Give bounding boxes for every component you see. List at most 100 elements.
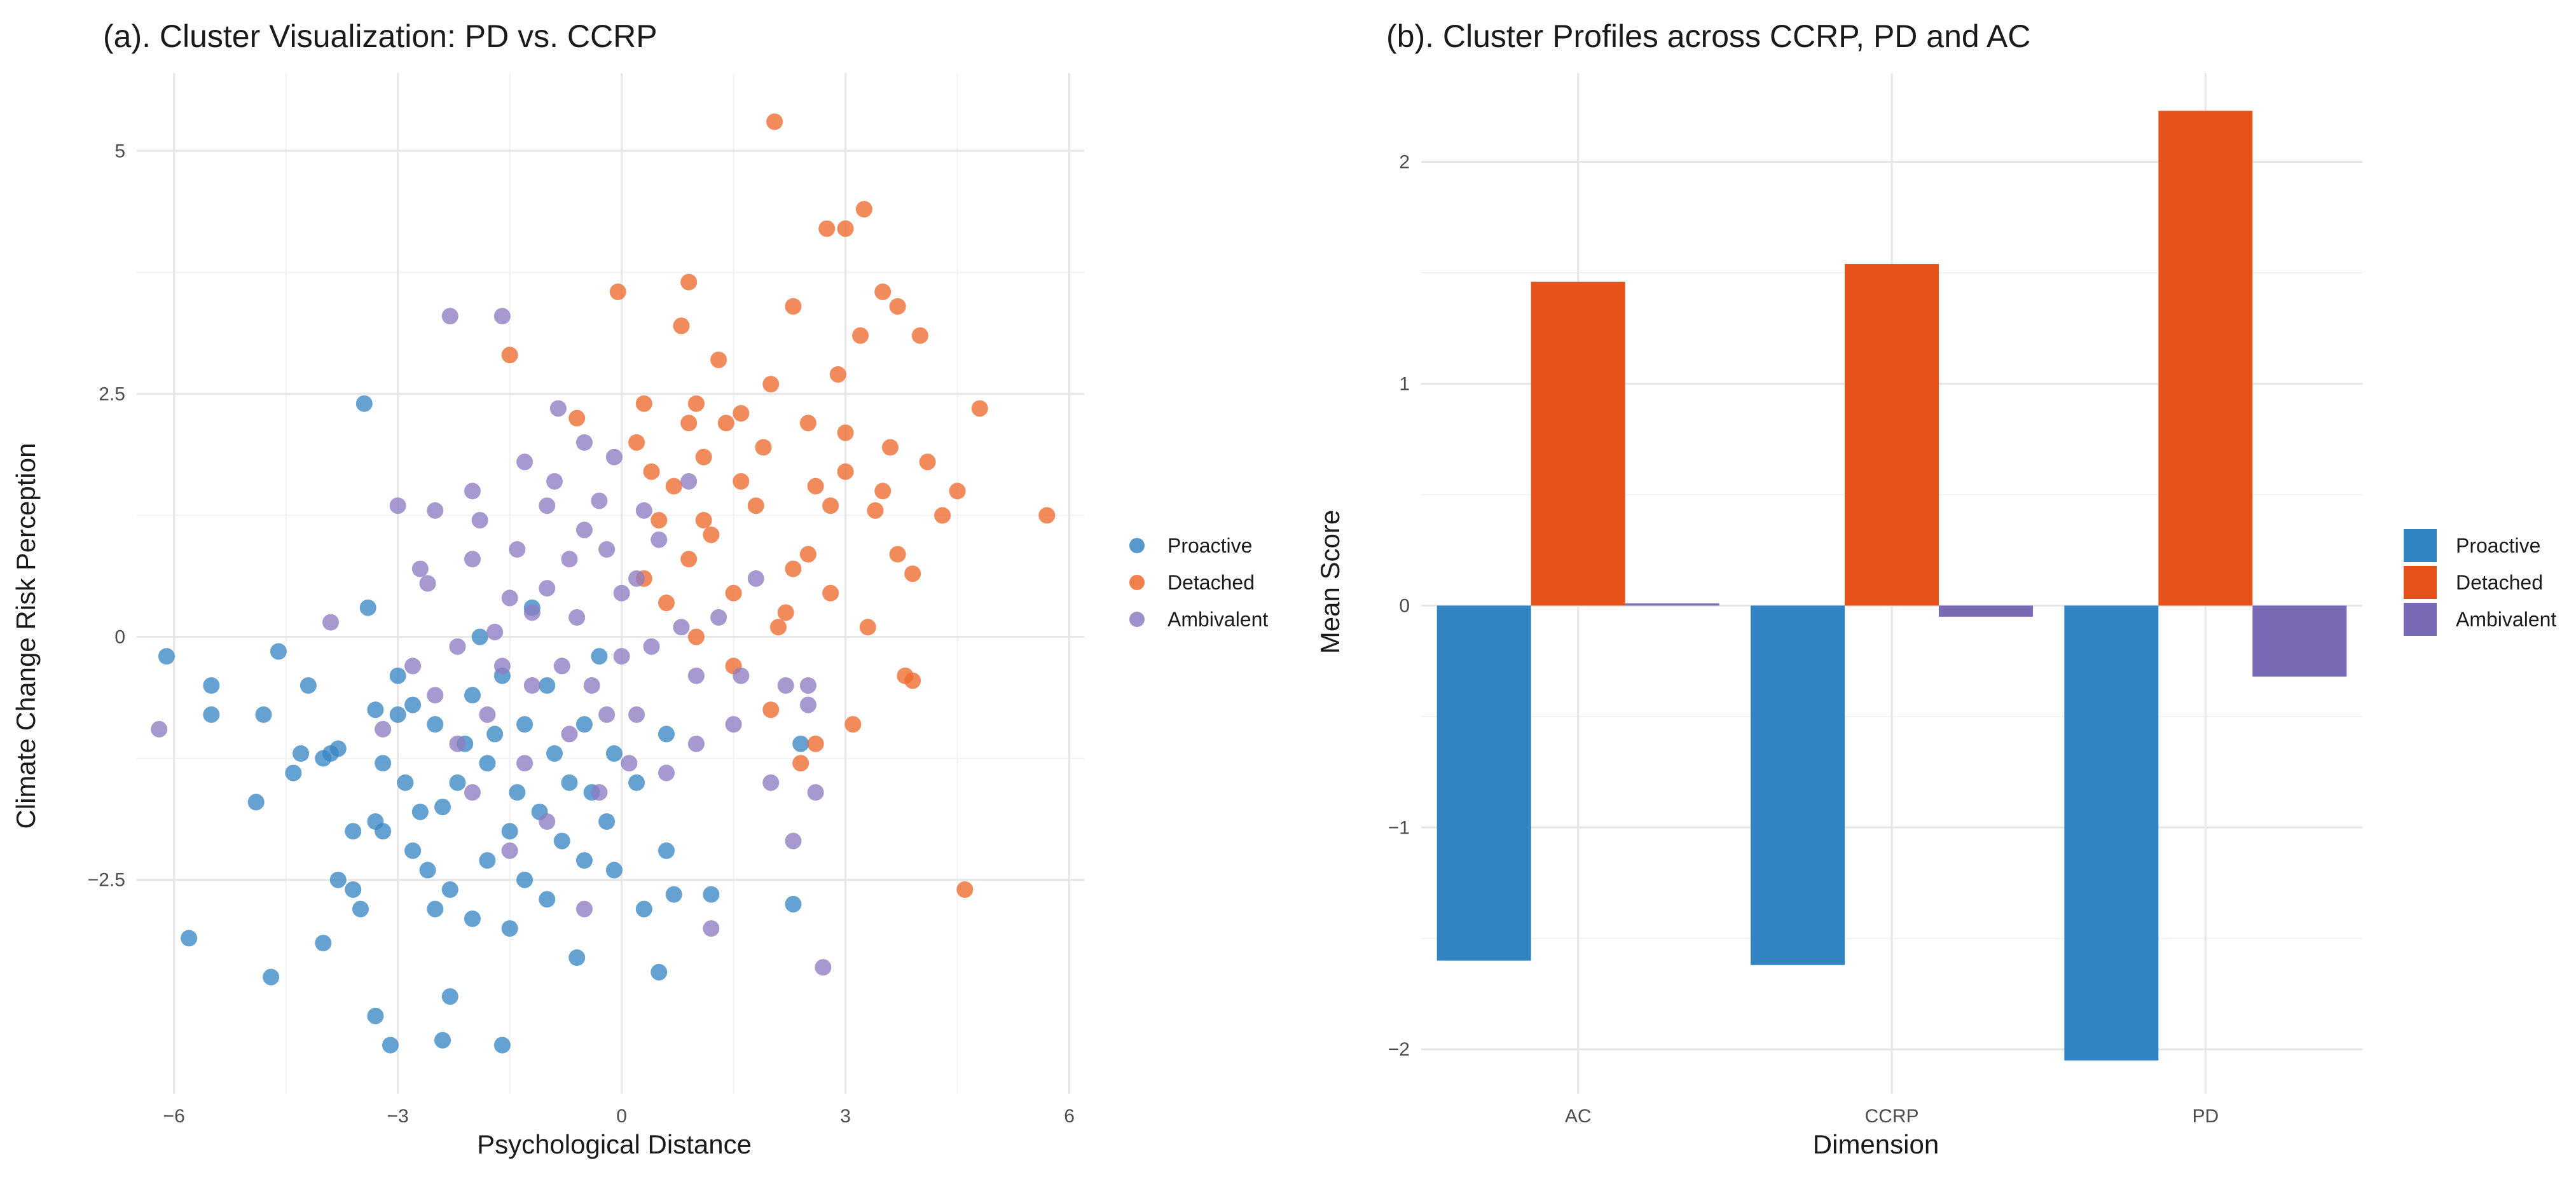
scatter-series-detached [501,113,1056,898]
scatter-points [151,113,1056,1054]
scatter-point [680,551,698,568]
scatter-point [822,584,839,602]
scatter-point [934,507,951,524]
bar-detached-ccrp [1845,264,1939,606]
scatter-point [523,604,541,621]
bar-series-ambivalent [1625,603,2347,677]
scatter-series-proactive [158,395,809,1054]
scatter-point [755,439,772,456]
scatter-point [837,424,854,441]
scatter-point [464,784,481,801]
scatter-point [799,415,816,432]
scatter-point [509,541,526,558]
scatter-point [971,400,988,417]
scatter-point [523,677,541,694]
scatter-point [889,298,906,315]
scatter-point [539,497,556,514]
legend-label-detached: Detached [1167,571,1255,594]
legend-item-ambivalent: Ambivalent [1129,608,1268,631]
scatter-point [658,726,675,743]
scatter-x-axis-title: Psychological Distance [477,1129,752,1159]
scatter-point [621,755,638,772]
scatter-point [367,701,384,719]
scatter-point [687,628,705,645]
scatter-point [807,784,824,801]
scatter-point [651,512,668,529]
scatter-point [449,735,466,752]
scatter-point [464,910,481,927]
scatter-x-tick-label: 3 [840,1106,851,1127]
scatter-point [919,453,936,471]
scatter-title: (a). Cluster Visualization: PD vs. CCRP [103,18,658,54]
scatter-point [434,799,451,816]
legend-key-proactive [2404,529,2437,562]
scatter-point [516,871,534,888]
scatter-point [658,764,675,781]
scatter-point [733,473,750,490]
legend-item-proactive: Proactive [1129,534,1252,557]
scatter-point [956,881,974,898]
scatter-point [897,667,914,684]
scatter-point [546,473,563,490]
bar-proactive-pd [2064,605,2159,1061]
legend-label-ambivalent: Ambivalent [2456,608,2556,631]
scatter-point [613,584,630,602]
legend-label-proactive: Proactive [1167,534,1252,557]
scatter-point [411,560,429,577]
scatter-point [270,643,287,660]
bar-y-tick-label: −1 [1388,817,1410,838]
scatter-point [799,696,816,713]
scatter-point [591,492,608,509]
bar-ambivalent-ac [1625,603,1719,606]
scatter-point [501,823,518,840]
scatter-point [673,619,690,636]
scatter-point [695,448,712,465]
scatter-point [501,920,518,937]
scatter-point [322,614,340,631]
scatter-point [568,410,586,427]
scatter-point [658,595,675,612]
scatter-point [329,871,347,888]
scatter-point [844,716,862,733]
scatter-point [553,832,570,850]
bar-x-tick-label: PD [2192,1106,2219,1127]
bar-detached-ac [1531,281,1625,606]
scatter-x-tick-label: 6 [1064,1106,1075,1127]
scatter-point [725,716,742,733]
scatter-point [710,609,727,626]
scatter-point [285,764,302,781]
legend-item-ambivalent: Ambivalent [2404,603,2556,636]
bar-legend: Proactive Detached Ambivalent [2404,529,2556,636]
scatter-point [479,706,496,723]
scatter-point [710,351,727,368]
scatter-point [822,497,839,514]
scatter-point [203,677,220,694]
scatter-point [874,283,892,300]
scatter-point [815,959,832,976]
bar-series-detached [1531,111,2253,606]
scatter-point [345,823,362,840]
scatter-point [427,687,444,704]
scatter-point [762,701,780,719]
scatter-point [785,298,802,315]
scatter-point [769,619,787,636]
scatter-point [628,774,645,791]
scatter-y-tick-label: −2.5 [88,870,125,891]
scatter-legend: Proactive Detached Ambivalent [1129,534,1268,631]
scatter-point [493,308,511,325]
scatter-point [867,502,884,519]
bar-marks [1436,111,2347,1061]
legend-key-ambivalent [2404,603,2437,636]
scatter-point [300,677,317,694]
scatter-point [427,900,444,918]
scatter-point [464,551,481,568]
scatter-point [635,900,652,918]
scatter-point [837,220,854,237]
scatter-point [799,677,816,694]
scatter-point [598,813,616,830]
scatter-point [665,886,682,903]
scatter-point [733,405,750,422]
scatter-point [419,862,436,879]
scatter-point [747,570,764,587]
scatter-point [785,895,802,912]
